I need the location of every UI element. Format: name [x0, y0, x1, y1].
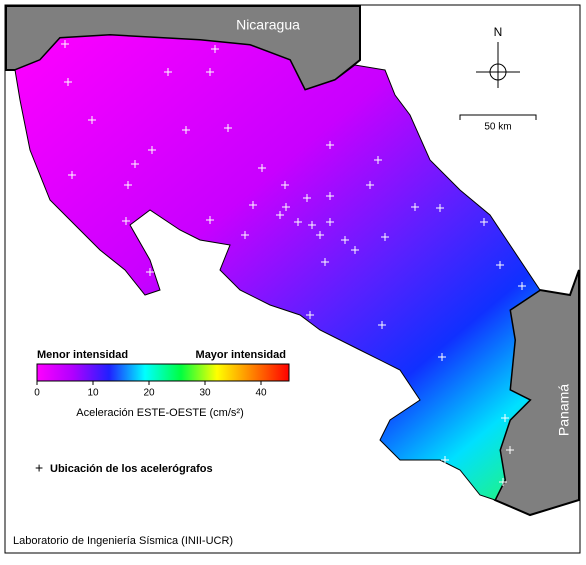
- colorbar-high: Mayor intensidad: [196, 349, 286, 361]
- legend-label: Ubicación de los acelerógrafos: [50, 463, 213, 475]
- colorbar-low: Menor intensidad: [37, 349, 128, 361]
- legend-marker: +: [35, 460, 43, 476]
- stations: [61, 40, 526, 486]
- colorbar: [36, 363, 290, 382]
- colorbar-tick-label: 20: [143, 388, 155, 399]
- colorbar-tick-label: 40: [255, 388, 267, 399]
- north-label: N: [494, 25, 503, 39]
- scale-label: 50 km: [484, 122, 511, 133]
- legend-box: [30, 343, 293, 430]
- colorbar-tick-label: 30: [199, 388, 211, 399]
- scale-bar: [459, 114, 537, 120]
- colorbar-tick-label: 10: [87, 388, 99, 399]
- country-label: Nicaragua: [236, 17, 300, 33]
- footer: Laboratorio de Ingeniería Sísmica (INII-…: [13, 535, 233, 547]
- colorbar-tick-label: 0: [34, 388, 40, 399]
- country-label: Panamá: [556, 384, 572, 436]
- colorbar-title: Aceleración ESTE-OESTE (cm/s²): [76, 407, 243, 419]
- costa-rica: [14, 34, 571, 501]
- north-arrow: [476, 42, 520, 88]
